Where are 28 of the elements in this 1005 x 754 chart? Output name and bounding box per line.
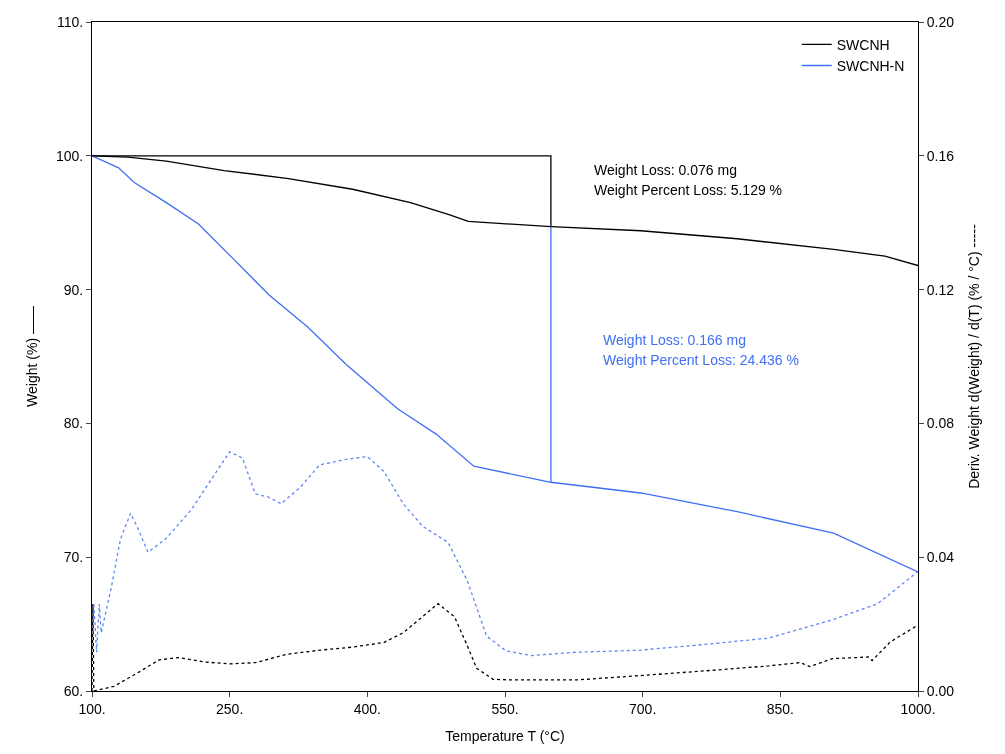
y-tick-label: 110. — [56, 13, 84, 30]
y-axis-title: Weight (%) —— — [23, 306, 40, 407]
y-tick-label: 90. — [63, 281, 84, 298]
x-tick-label: 550. — [491, 700, 519, 717]
x-tick-label: 400. — [353, 700, 381, 717]
y2-tick-label: 0.04 — [926, 549, 955, 566]
y2-tick-label: 0.08 — [926, 415, 955, 432]
annotation: Weight Loss: 0.076 mg — [594, 162, 737, 178]
y-tick-label: 60. — [63, 682, 84, 699]
annotation: Weight Loss: 0.166 mg — [603, 332, 746, 348]
x-tick-label: 850. — [766, 700, 794, 717]
x-tick-label: 1000. — [900, 700, 936, 717]
x-tick-label: 250. — [216, 700, 244, 717]
legend-label: SWCNH-N — [836, 57, 905, 74]
y2-tick-label: 0.00 — [926, 682, 955, 699]
y-tick-label: 100. — [55, 147, 84, 164]
y2-tick-label: 0.20 — [926, 13, 955, 30]
y2-axis-title: Deriv. Weight d(Weight) / d(T) (% / °C) ----- — [965, 223, 982, 489]
legend-label: SWCNH — [836, 36, 890, 53]
x-tick-label: 100. — [78, 700, 106, 717]
y2-tick-label: 0.12 — [926, 281, 955, 298]
x-axis-title: Temperature T (°C) — [445, 728, 565, 745]
x-tick-label: 700. — [629, 700, 657, 717]
y2-tick-label: 0.16 — [926, 147, 955, 164]
y-tick-label: 70. — [63, 549, 84, 566]
y-tick-label: 80. — [63, 415, 84, 432]
annotation: Weight Percent Loss: 24.436 % — [603, 352, 799, 368]
annotation: Weight Percent Loss: 5.129 % — [594, 182, 783, 198]
